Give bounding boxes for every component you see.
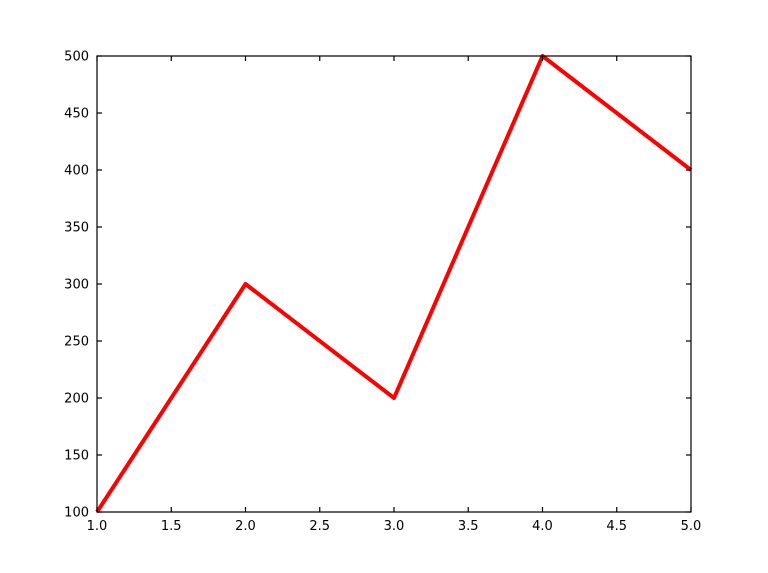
x-axis-tick-label: 4.0: [532, 519, 553, 534]
y-axis-tick-label: 100: [64, 506, 89, 521]
x-axis-tick-label: 2.0: [235, 519, 256, 534]
x-axis-tick-label: 5.0: [681, 519, 702, 534]
data-line-series-1: [95, 54, 693, 514]
x-axis-tick-label: 1.0: [87, 519, 108, 534]
y-axis-tick-label: 200: [64, 392, 89, 407]
x-axis-tick-label: 1.5: [161, 519, 182, 534]
plot-border: [96, 55, 692, 513]
y-axis-tick-label: 150: [64, 449, 89, 464]
y-axis-tick-label: 500: [64, 50, 89, 65]
y-axis-tick-label: 400: [64, 164, 89, 179]
x-axis-tick-label: 3.5: [458, 519, 479, 534]
x-axis-tick-label: 4.5: [606, 519, 627, 534]
x-axis-tick-label: 2.5: [309, 519, 330, 534]
x-axis-tick-label: 3.0: [384, 519, 405, 534]
y-axis-tick-label: 450: [64, 107, 89, 122]
y-axis-tick-label: 350: [64, 221, 89, 236]
y-axis-tick-label: 300: [64, 278, 89, 293]
y-axis-tick-label: 250: [64, 335, 89, 350]
